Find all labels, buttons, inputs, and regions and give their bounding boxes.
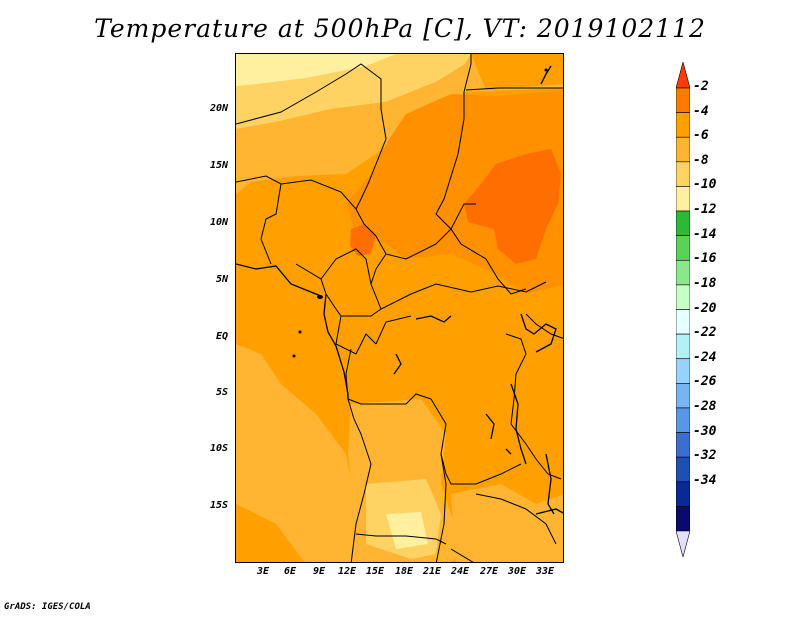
lon-tick-12E: 12E: [338, 566, 357, 577]
coastlines: [236, 65, 563, 515]
colorbar-swatch: [676, 186, 690, 212]
lon-tick-6E: 6E: [284, 566, 297, 577]
lat-tick-15N: 15N: [209, 160, 228, 171]
colorbar-label: -26: [693, 374, 717, 390]
lat-tick-10N: 10N: [209, 217, 228, 228]
colorbar-swatch: [676, 407, 690, 433]
lon-tick-30E: 30E: [508, 566, 527, 577]
colorbar-swatch: [676, 456, 690, 483]
colorbar-label: -12: [693, 202, 717, 218]
colorbar-label: -10: [693, 177, 717, 193]
colorbar: [676, 62, 690, 557]
field-hot-east: [464, 149, 561, 264]
colorbar-swatch: [676, 506, 690, 532]
colorbar-label: -32: [693, 448, 717, 464]
colorbar-swatch: [676, 112, 690, 138]
lon-tick-18E: 18E: [395, 566, 414, 577]
map-panel: [235, 53, 564, 563]
country-borders: [236, 54, 563, 562]
coast-islands: [292, 68, 548, 358]
field-hot-cameroon: [350, 224, 376, 256]
colorbar-label: -24: [693, 349, 717, 365]
colorbar-label: -4: [693, 103, 709, 119]
colorbar-label: -14: [693, 226, 717, 242]
colorbar-label: -34: [693, 472, 717, 488]
colorbar-swatch: [676, 432, 690, 458]
colorbar-swatch: [676, 383, 690, 409]
colorbar-label: -18: [693, 275, 717, 291]
lat-tick-20N: 20N: [209, 103, 228, 114]
colorbar-label: -30: [693, 423, 717, 439]
lat-tick-EQ: EQ: [215, 331, 228, 342]
field-sw-orange: [236, 504, 305, 562]
colorbar-swatch: [676, 136, 690, 163]
field-ne-orange: [471, 54, 563, 90]
colorbar-label: -20: [693, 300, 717, 316]
colorbar-swatch: [676, 284, 690, 310]
colorbar-swatch: [676, 259, 690, 286]
colorbar-swatch: [676, 161, 690, 187]
colorbar-label: -6: [693, 128, 709, 144]
lat-tick-5N: 5N: [215, 274, 228, 285]
colorbar-label: -22: [693, 325, 717, 341]
field-se-band: [451, 484, 563, 562]
lon-tick-21E: 21E: [423, 566, 442, 577]
lon-tick-33E: 33E: [536, 566, 555, 577]
colorbar-swatch: [676, 358, 690, 384]
colorbar-swatch: [676, 481, 690, 507]
lon-tick-15E: 15E: [366, 566, 385, 577]
colorbar-swatch: [676, 309, 690, 335]
lon-tick-24E: 24E: [451, 566, 470, 577]
lat-tick-10S: 10S: [209, 443, 228, 454]
colorbar-label: -28: [693, 398, 717, 414]
colorbar-label: -8: [693, 152, 709, 168]
colorbar-label: -2: [693, 79, 709, 94]
plot-title: Temperature at 500hPa [C], VT: 201910211…: [94, 14, 706, 43]
lon-tick-9E: 9E: [313, 566, 326, 577]
lon-tick-27E: 27E: [480, 566, 499, 577]
colorbar-swatch: [676, 235, 690, 261]
grads-credit: GrADS: IGES/COLA: [4, 602, 91, 612]
field-south-palest: [386, 512, 428, 549]
lat-tick-5S: 5S: [215, 387, 228, 398]
lon-tick-3E: 3E: [257, 566, 270, 577]
field-sw-band: [236, 344, 356, 562]
field-north-palest: [236, 54, 396, 86]
colorbar-swatch: [676, 210, 690, 236]
lat-tick-15S: 15S: [209, 500, 228, 511]
colorbar-swatch: [676, 333, 690, 360]
colorbar-label: -16: [693, 251, 717, 267]
colorbar-swatch: [676, 87, 690, 113]
temperature-map: [236, 54, 563, 562]
colorbar-bottom-triangle: [676, 530, 690, 557]
colorbar-top-triangle: [676, 62, 690, 89]
